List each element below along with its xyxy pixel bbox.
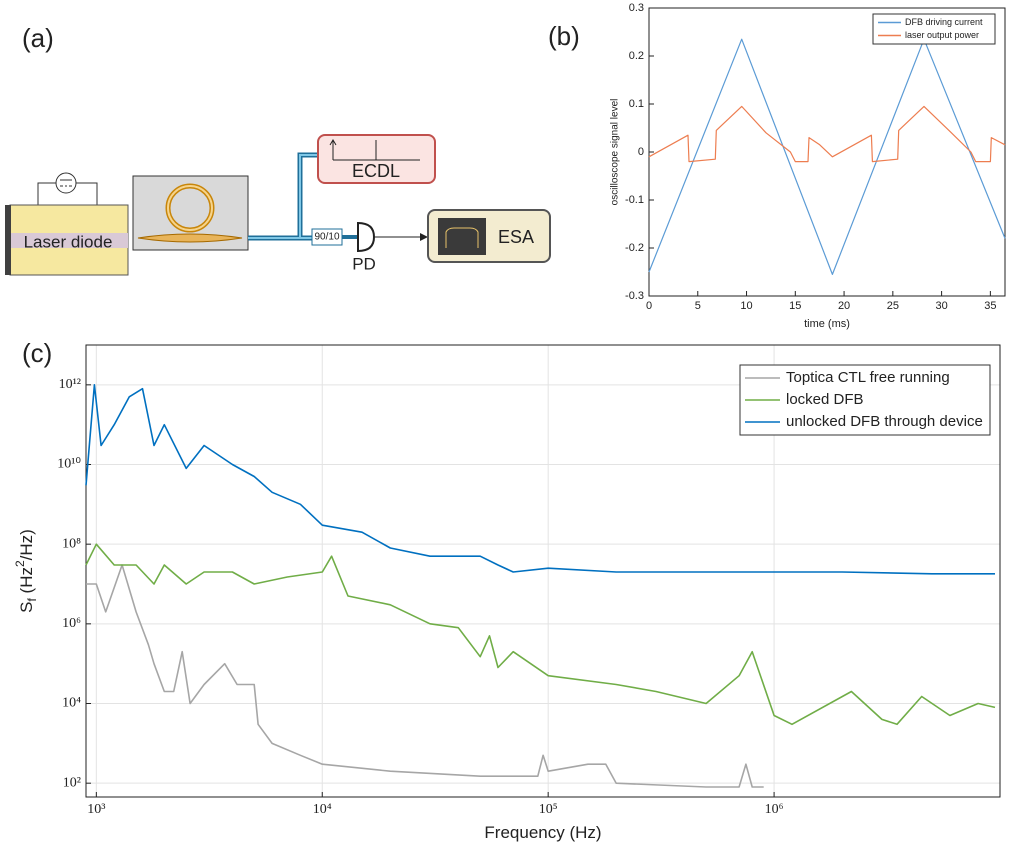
x-tick-label: 10⁴: [313, 802, 332, 817]
fiber-core: [248, 154, 318, 239]
y-tick-label: 0.3: [629, 2, 644, 14]
y-axis-label: oscilloscope signal level: [610, 99, 621, 206]
x-tick-label: 20: [838, 300, 850, 312]
y-tick-label: 10⁸: [62, 536, 81, 551]
legend-label: DFB driving current: [905, 17, 983, 27]
ring-core: [167, 185, 213, 231]
y-tick-label: 0.1: [629, 98, 644, 110]
y-tick-label: 0.2: [629, 50, 644, 62]
x-tick-label: 0: [646, 300, 652, 312]
esa-label: ESA: [498, 227, 534, 247]
legend-box: [872, 13, 996, 45]
y-axis-label-part: /Hz): [17, 529, 36, 560]
plot-frame: [85, 344, 1001, 798]
ecdl-glyph: [329, 139, 420, 161]
y-axis-label-part: 2: [13, 560, 27, 567]
panel-label: (a): [22, 23, 54, 53]
series-line: [85, 384, 995, 575]
y-tick-label: 10¹⁰: [57, 457, 81, 472]
y-axis-label: Sf (Hz2/Hz): [13, 529, 39, 613]
y-tick-label: 10²: [63, 775, 81, 790]
x-tick-label: 35: [984, 300, 996, 312]
y-tick-label: 10⁶: [62, 616, 81, 631]
x-tick-label: 30: [935, 300, 947, 312]
y-axis-label-part: (Hz: [17, 567, 36, 598]
x-tick-label: 5: [695, 300, 701, 312]
legend-label: unlocked DFB through device: [786, 413, 983, 430]
x-tick-label: 10⁵: [539, 802, 558, 817]
x-tick-label: 25: [887, 300, 899, 312]
y-tick-label: -0.1: [625, 194, 644, 206]
x-tick-label: 15: [789, 300, 801, 312]
wire: [37, 182, 98, 213]
x-tick-label: 10: [740, 300, 752, 312]
x-axis-label: time (ms): [804, 318, 850, 330]
pd-label: PD: [352, 254, 376, 273]
y-axis-label-part: f: [25, 598, 39, 602]
y-tick-label: -0.2: [625, 242, 644, 254]
waveguide: [137, 233, 243, 243]
legend-label: Toptica CTL free running: [786, 369, 950, 386]
laser-label: Laser diode: [24, 232, 113, 251]
series-line: [648, 105, 1006, 163]
legend-label: locked DFB: [786, 391, 864, 408]
legend-label: laser output power: [905, 30, 979, 40]
setup-diagram: Laser diode ECDL 90/10 PD ESA: [5, 134, 551, 276]
x-tick-label: 10⁶: [765, 802, 784, 817]
fiber: [248, 152, 318, 241]
plot-frame: [648, 7, 1006, 297]
series-line: [85, 543, 996, 726]
photodiode: [357, 221, 376, 253]
series-line: [86, 564, 764, 788]
y-tick-label: -0.3: [625, 290, 644, 302]
source-glyph: [60, 179, 72, 187]
ecdl-label: ECDL: [352, 161, 400, 181]
laser-stripe: [10, 233, 128, 248]
laser-facet: [5, 205, 11, 275]
source-symbol: [55, 172, 77, 194]
coupler-label: 90/10: [314, 232, 339, 243]
panel-label: (c): [22, 338, 52, 368]
panel-label: (b): [548, 21, 580, 51]
series-line: [648, 38, 1006, 275]
legend-box: [739, 364, 991, 436]
y-tick-label: 0: [638, 146, 644, 158]
arrow-head: [420, 233, 428, 241]
y-axis-label-part: S: [17, 602, 36, 613]
x-axis-label: Frequency (Hz): [484, 823, 601, 842]
esa-trace: [445, 227, 479, 248]
y-tick-label: 10¹²: [59, 377, 81, 392]
x-tick-label: 10³: [87, 802, 105, 817]
y-tick-label: 10⁴: [62, 696, 81, 711]
esa-screen: [438, 218, 486, 255]
